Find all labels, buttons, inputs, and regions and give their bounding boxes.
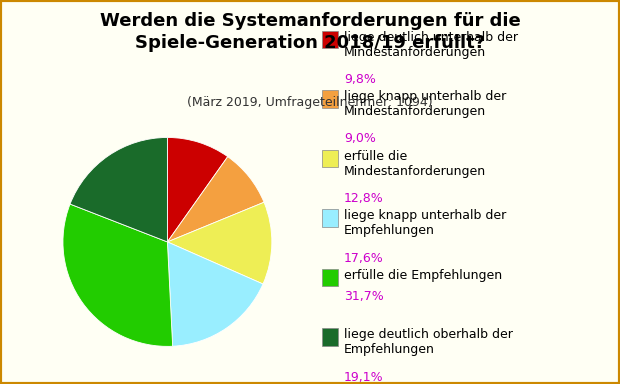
Text: 19,1%: 19,1%: [344, 371, 384, 384]
Text: 9,8%: 9,8%: [344, 73, 376, 86]
Wedge shape: [167, 137, 228, 242]
Text: Werden die Systemanforderungen für die
Spiele-Generation 2018/19 erfüllt?: Werden die Systemanforderungen für die S…: [100, 12, 520, 52]
Text: 17,6%: 17,6%: [344, 252, 384, 265]
Text: (März 2019, Umfrageteilnehmer: 1094): (März 2019, Umfrageteilnehmer: 1094): [187, 96, 433, 109]
Wedge shape: [70, 137, 167, 242]
Text: erfülle die Empfehlungen: erfülle die Empfehlungen: [344, 269, 502, 282]
Text: liege knapp unterhalb der
Empfehlungen: liege knapp unterhalb der Empfehlungen: [344, 209, 507, 237]
Wedge shape: [167, 242, 263, 346]
Text: liege deutlich oberhalb der
Empfehlungen: liege deutlich oberhalb der Empfehlungen: [344, 328, 513, 356]
Wedge shape: [167, 202, 272, 284]
Text: liege deutlich unterhalb der
Mindestanforderungen: liege deutlich unterhalb der Mindestanfo…: [344, 31, 518, 59]
Wedge shape: [63, 204, 172, 346]
Text: erfülle die
Mindestanforderungen: erfülle die Mindestanforderungen: [344, 150, 486, 178]
Text: liege knapp unterhalb der
Mindestanforderungen: liege knapp unterhalb der Mindestanforde…: [344, 90, 507, 118]
Text: 9,0%: 9,0%: [344, 132, 376, 146]
Text: 31,7%: 31,7%: [344, 290, 384, 303]
Text: 12,8%: 12,8%: [344, 192, 384, 205]
Wedge shape: [167, 157, 264, 242]
